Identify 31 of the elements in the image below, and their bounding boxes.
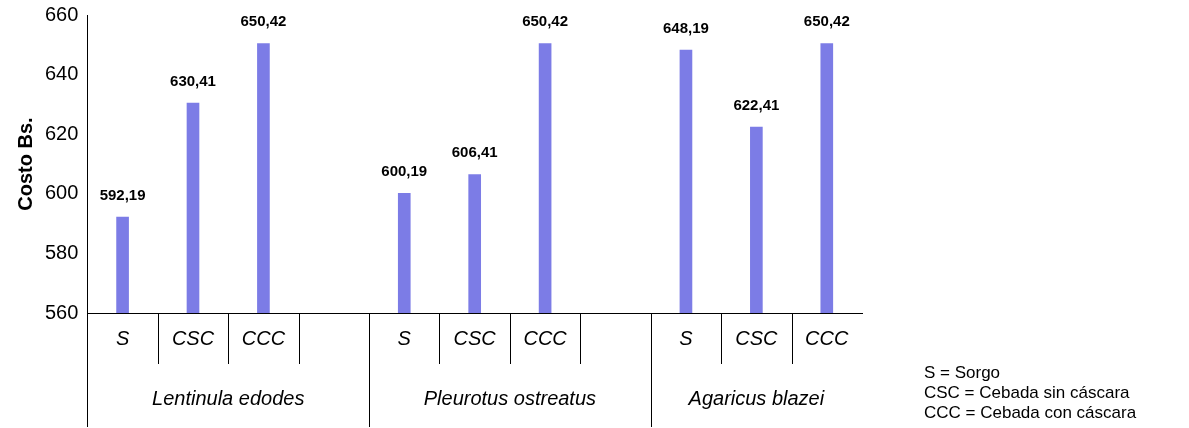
data-label: 630,41 xyxy=(170,71,216,89)
x-tick-label: S xyxy=(397,326,412,349)
y-tick-label: 620 xyxy=(44,121,79,144)
text: Agaricus blazei xyxy=(687,386,825,409)
data-label: 592,19 xyxy=(99,185,146,203)
x-tick-label: CSC xyxy=(171,326,215,349)
y-tick-label: 560 xyxy=(44,300,79,323)
data-label: 600,19 xyxy=(381,161,428,179)
data-label: 650,42 xyxy=(240,12,287,30)
y-tick-label: 580 xyxy=(44,240,79,263)
x-tick-label: CCC xyxy=(805,326,849,349)
text: CSC = Cebada sin cáscara xyxy=(924,382,1131,402)
text: Pleurotus ostreatus xyxy=(423,386,597,409)
x-tick-label: CCC xyxy=(523,326,568,349)
x-tick-label: CSC xyxy=(453,326,497,349)
x-tick-label: S xyxy=(679,326,694,349)
x-tick-label: CSC xyxy=(735,326,779,349)
data-label: 622,41 xyxy=(733,95,780,113)
data-label: 648,19 xyxy=(663,18,709,36)
x-tick-label: CCC xyxy=(241,326,286,349)
text: Lentinula edodes xyxy=(152,386,305,409)
data-label: 606,41 xyxy=(451,143,498,161)
text: CCC = Cebada con cáscara xyxy=(924,402,1137,422)
data-label: 650,42 xyxy=(522,12,569,30)
y-tick-label: 640 xyxy=(44,62,79,85)
text: S = Sorgo xyxy=(924,362,1001,382)
y-tick-label: 600 xyxy=(44,181,79,204)
y-axis-title: Costo Bs. xyxy=(13,117,36,211)
x-tick-label: S xyxy=(115,326,130,349)
data-label: 650,42 xyxy=(803,12,850,30)
y-tick-label: 660 xyxy=(44,2,79,25)
